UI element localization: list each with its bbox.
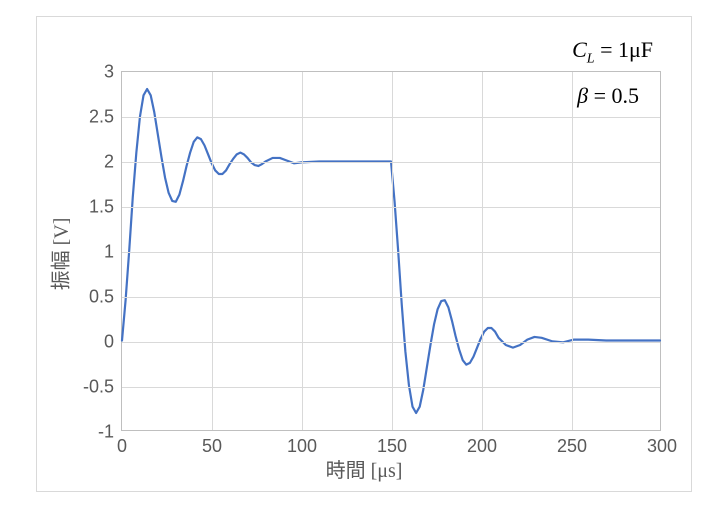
gridline-h — [122, 387, 660, 388]
y-tick-label: 2 — [104, 152, 114, 173]
gridline-h — [122, 252, 660, 253]
plot-area: -1-0.500.511.522.53050100150200250300 — [121, 71, 661, 431]
x-tick-label: 100 — [287, 436, 317, 457]
x-tick-label: 250 — [557, 436, 587, 457]
gridline-v — [572, 72, 573, 430]
x-tick-label: 0 — [117, 436, 127, 457]
chart-container: -1-0.500.511.522.53050100150200250300 振幅… — [36, 16, 692, 492]
annotation-capacitance: CL = 1μF — [572, 37, 653, 67]
gridline-v — [212, 72, 213, 430]
x-tick-label: 300 — [647, 436, 677, 457]
y-tick-label: 2.5 — [89, 107, 114, 128]
x-tick-label: 200 — [467, 436, 497, 457]
gridline-h — [122, 162, 660, 163]
annotation-beta: β = 0.5 — [577, 83, 639, 109]
gridline-h — [122, 117, 660, 118]
gridline-v — [482, 72, 483, 430]
y-tick-label: 3 — [104, 62, 114, 83]
gridline-h — [122, 207, 660, 208]
y-tick-label: 1.5 — [89, 197, 114, 218]
y-tick-label: -1 — [98, 422, 114, 443]
gridline-h — [122, 297, 660, 298]
y-tick-label: 0.5 — [89, 287, 114, 308]
x-axis-label: 時間 [μs] — [326, 454, 403, 483]
x-tick-label: 50 — [202, 436, 222, 457]
y-axis-label: 振幅 [V] — [45, 218, 74, 291]
y-tick-label: 0 — [104, 332, 114, 353]
gridline-v — [392, 72, 393, 430]
y-tick-label: 1 — [104, 242, 114, 263]
gridline-h — [122, 342, 660, 343]
line-series — [122, 72, 660, 430]
gridline-v — [302, 72, 303, 430]
y-tick-label: -0.5 — [83, 377, 114, 398]
